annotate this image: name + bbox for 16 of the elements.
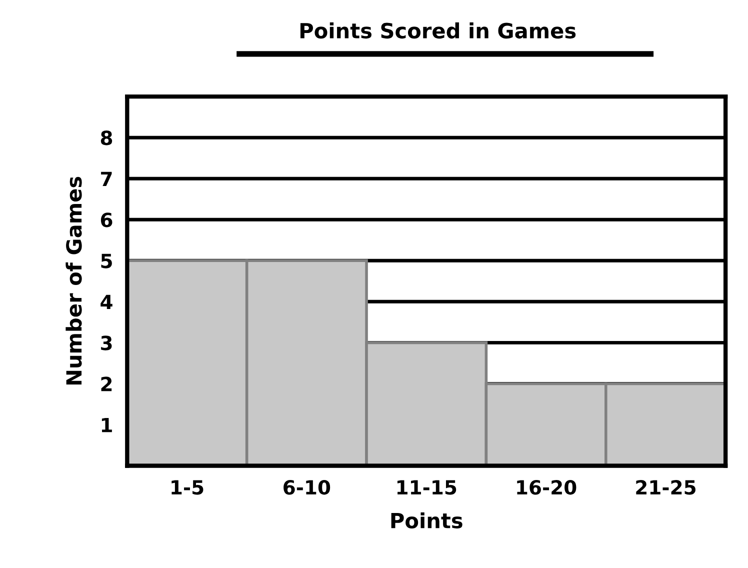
y-tick-label: 6 [100,212,112,228]
x-tick-label: 16-20 [517,480,576,495]
y-tick-label: 2 [101,376,112,392]
x-axis-title: Points [391,512,462,528]
y-axis-title: Number of Games [66,176,82,385]
y-tick-label: 3 [101,336,112,350]
chart-title: Points Scored in Games [300,22,576,39]
y-tick-label: 4 [100,294,112,310]
y-tick-label: 8 [100,130,112,146]
y-tick-label: 5 [101,254,112,268]
x-tick-label: 6-10 [284,480,330,495]
x-tick-label: 1-5 [172,480,204,495]
y-tick-label: 7 [101,172,112,186]
y-tick-label: 1 [102,418,112,432]
x-tick-label: 11-15 [397,480,456,495]
x-tick-label: 21-25 [636,480,696,495]
